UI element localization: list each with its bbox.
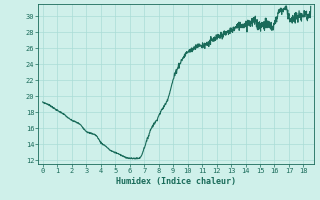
X-axis label: Humidex (Indice chaleur): Humidex (Indice chaleur) <box>116 177 236 186</box>
